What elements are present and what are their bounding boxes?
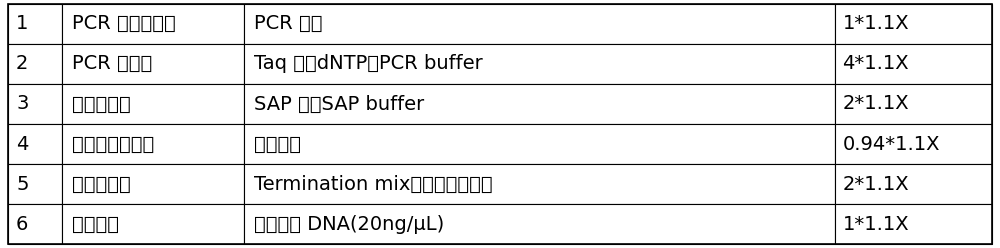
Text: 0.94*1.1X: 0.94*1.1X — [843, 135, 940, 154]
Text: Taq 酶、dNTP、PCR buffer: Taq 酶、dNTP、PCR buffer — [254, 54, 483, 73]
Bar — [8, 44, 62, 84]
Bar — [835, 124, 992, 164]
Text: 延伸引物混合液: 延伸引物混合液 — [72, 135, 154, 154]
Bar — [835, 4, 992, 44]
Bar — [244, 4, 835, 44]
Text: 5: 5 — [16, 175, 28, 194]
Bar — [62, 204, 244, 244]
Text: PCR 引物混合液: PCR 引物混合液 — [72, 14, 176, 33]
Bar — [835, 44, 992, 84]
Text: 延伸反应液: 延伸反应液 — [72, 175, 131, 194]
Bar — [8, 204, 62, 244]
Bar — [8, 124, 62, 164]
Bar — [244, 204, 835, 244]
Bar — [62, 44, 244, 84]
Bar — [244, 124, 835, 164]
Bar — [835, 204, 992, 244]
Bar — [62, 124, 244, 164]
Bar — [8, 84, 62, 124]
Text: 1*1.1X: 1*1.1X — [843, 215, 909, 234]
Text: 2*1.1X: 2*1.1X — [843, 94, 909, 113]
Bar — [244, 164, 835, 204]
Text: 4*1.1X: 4*1.1X — [843, 54, 909, 73]
Text: PCR 引物: PCR 引物 — [254, 14, 323, 33]
Text: 酶切反应液: 酶切反应液 — [72, 94, 131, 113]
Text: 2*1.1X: 2*1.1X — [843, 175, 909, 194]
Text: 4: 4 — [16, 135, 28, 154]
Text: 延伸引物: 延伸引物 — [254, 135, 301, 154]
Text: SAP 酶、SAP buffer: SAP 酶、SAP buffer — [254, 94, 424, 113]
Text: PCR 反应液: PCR 反应液 — [72, 54, 152, 73]
Bar — [835, 84, 992, 124]
Text: 3: 3 — [16, 94, 28, 113]
Bar — [8, 164, 62, 204]
Bar — [244, 44, 835, 84]
Bar — [244, 84, 835, 124]
Bar — [62, 84, 244, 124]
Text: 1*1.1X: 1*1.1X — [843, 14, 909, 33]
Text: 1: 1 — [16, 14, 28, 33]
Bar — [62, 164, 244, 204]
Text: 2: 2 — [16, 54, 28, 73]
Text: 质控样本: 质控样本 — [72, 215, 119, 234]
Text: 人基因组 DNA(20ng/μL): 人基因组 DNA(20ng/μL) — [254, 215, 444, 234]
Bar — [8, 4, 62, 44]
Bar — [835, 164, 992, 204]
Bar — [62, 4, 244, 44]
Text: Termination mix、单碷基延伸酶: Termination mix、单碷基延伸酶 — [254, 175, 493, 194]
Text: 6: 6 — [16, 215, 28, 234]
